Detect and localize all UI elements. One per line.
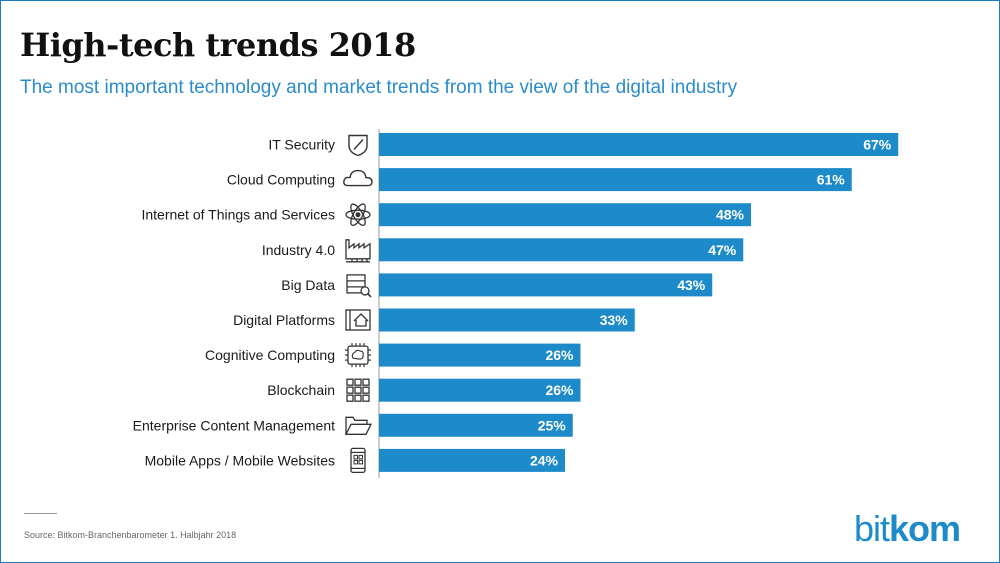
- bar-value-label-4: 47%: [708, 242, 737, 258]
- bar-3: [379, 203, 751, 227]
- folder-icon: [344, 416, 373, 435]
- bitkom-logo: bitkom: [853, 508, 961, 550]
- shield-icon: [348, 134, 368, 157]
- bar-value-label-5: 43%: [677, 277, 706, 293]
- cloud-icon: [343, 169, 373, 187]
- brain-chip-icon: [345, 343, 371, 368]
- bar-9: [379, 413, 573, 437]
- bar-value-label-2: 61%: [817, 172, 846, 188]
- blockchain-grid-icon: [346, 378, 370, 402]
- category-label-7: Cognitive Computing: [205, 347, 335, 363]
- smartphone-icon: [350, 447, 366, 474]
- bar-value-label-9: 25%: [538, 417, 567, 433]
- bar-7: [379, 343, 581, 367]
- bar-value-label-6: 33%: [600, 312, 629, 328]
- category-label-5: Big Data: [281, 277, 335, 293]
- atom-icon: [345, 203, 371, 226]
- bar-4: [379, 238, 744, 262]
- chart-subtitle: The most important technology and market…: [20, 77, 738, 98]
- bar-6: [379, 308, 635, 332]
- bar-5: [379, 273, 713, 297]
- house-screen-icon: [345, 309, 371, 331]
- chart-title: High-tech trends 2018: [20, 26, 416, 64]
- server-search-icon: [346, 274, 372, 298]
- logo-part-bit: bit: [853, 508, 890, 549]
- category-label-4: Industry 4.0: [262, 242, 335, 258]
- bar-value-label-7: 26%: [545, 347, 574, 363]
- category-label-8: Blockchain: [267, 382, 335, 398]
- source-note: Source: Bitkom-Branchenbarometer 1. Halb…: [24, 530, 237, 540]
- category-label-10: Mobile Apps / Mobile Websites: [145, 452, 335, 468]
- bar-8: [379, 378, 581, 402]
- bar-value-label-10: 24%: [530, 452, 559, 468]
- factory-icon: [345, 239, 371, 263]
- category-label-6: Digital Platforms: [233, 312, 335, 328]
- bar-1: [379, 133, 899, 156]
- bar-value-label-8: 26%: [545, 382, 574, 398]
- logo-part-kom: kom: [888, 508, 961, 549]
- category-label-3: Internet of Things and Services: [141, 207, 335, 223]
- bar-10: [379, 448, 565, 472]
- source-divider: [24, 513, 57, 514]
- bar-2: [379, 168, 852, 192]
- category-label-9: Enterprise Content Management: [133, 417, 335, 433]
- category-label-1: IT Security: [268, 137, 335, 153]
- bar-value-label-1: 67%: [863, 137, 892, 153]
- category-label-2: Cloud Computing: [227, 172, 335, 188]
- bar-value-label-3: 48%: [716, 207, 745, 223]
